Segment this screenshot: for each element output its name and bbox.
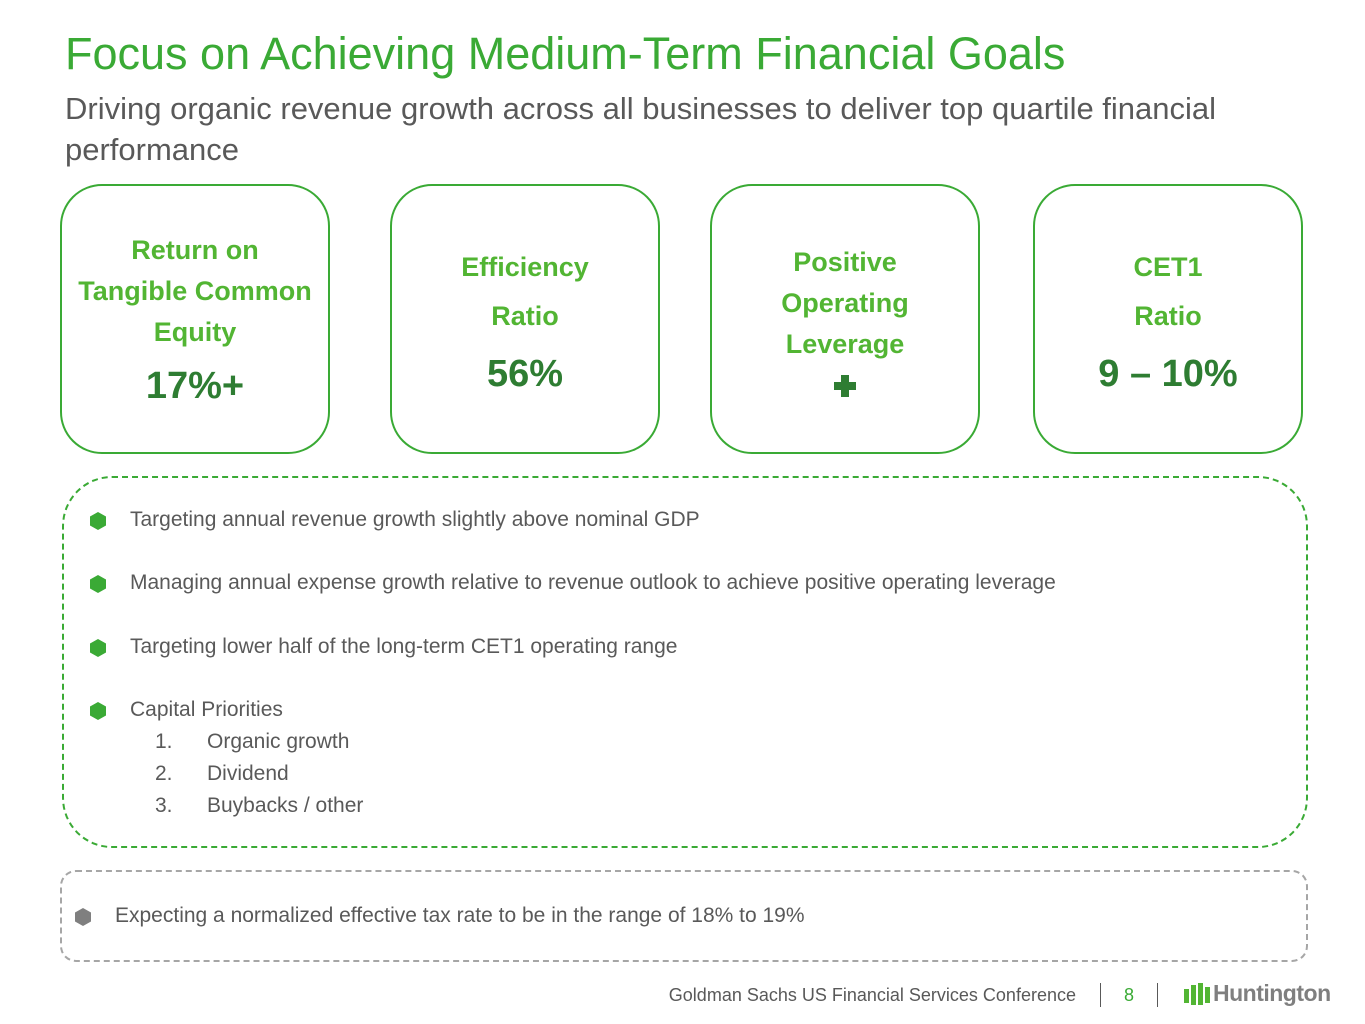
list-text: Organic growth: [207, 730, 350, 753]
bullet-icon: [90, 575, 106, 593]
subtitle: Driving organic revenue growth across al…: [65, 91, 1217, 167]
goal-value: 56%: [486, 352, 564, 395]
goal-label: Efficiency Ratio: [461, 251, 589, 331]
goal-card: Positive Operating Leverage: [710, 184, 980, 454]
logo-text: Huntington: [1213, 980, 1331, 1006]
goal-card: Efficiency Ratio 56%: [390, 184, 660, 454]
bullet-text: Targeting annual revenue growth slightly…: [130, 508, 700, 531]
goal-card: CET1 Ratio 9 – 10%: [1033, 184, 1303, 454]
bullet-icon: [90, 702, 106, 720]
list-number: 1.: [155, 730, 173, 753]
goal-label: Return on Tangible Common Equity: [78, 235, 312, 347]
bullet-icon: [90, 512, 106, 530]
footer-event: Goldman Sachs US Financial Services Conf…: [668, 985, 1076, 1005]
list-text: Buybacks / other: [207, 794, 364, 817]
note-icon: [75, 908, 91, 926]
goal-value: 9 – 10%: [1098, 352, 1238, 395]
separator: [1100, 983, 1101, 1007]
note-text: Expecting a normalized effective tax rat…: [115, 904, 805, 927]
goal-label: Positive Operating Leverage: [781, 246, 909, 359]
list-text: Dividend: [207, 762, 289, 785]
logo-icon: [1184, 983, 1210, 1005]
bullet-icon: [90, 639, 106, 657]
bullet-text: Targeting lower half of the long-term CE…: [130, 635, 678, 658]
goal-label: CET1 Ratio: [1133, 251, 1203, 331]
plus-icon: [834, 374, 856, 397]
page-number: 8: [1124, 985, 1135, 1005]
list-number: 3.: [155, 794, 173, 817]
list-number: 2.: [155, 762, 173, 785]
separator: [1157, 983, 1158, 1007]
bullet-text: Managing annual expense growth relative …: [130, 571, 1056, 594]
bullet-box: [62, 476, 1308, 848]
title: Focus on Achieving Medium-Term Financial…: [65, 28, 1066, 79]
goal-card: Return on Tangible Common Equity 17%+: [60, 184, 330, 454]
bullet-text: Capital Priorities: [130, 698, 283, 721]
note-box: [60, 870, 1308, 962]
goal-value: 17%+: [145, 365, 245, 407]
